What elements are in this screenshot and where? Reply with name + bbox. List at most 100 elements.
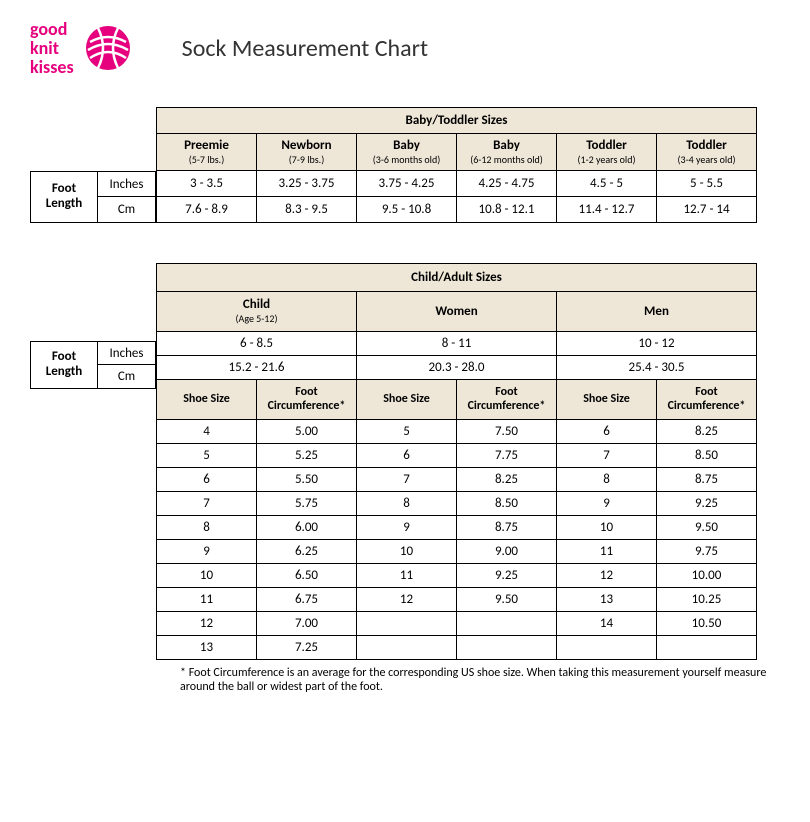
cell [457,635,557,659]
cell: 9.75 [657,539,757,563]
cell [357,635,457,659]
baby-col-header: Newborn(7-9 lbs.) [257,133,357,170]
cell: 5.50 [257,467,357,491]
cell: 15.2 - 21.6 [157,355,357,379]
cell: 20.3 - 28.0 [357,355,557,379]
cell: 9 [357,515,457,539]
cell: 10 [557,515,657,539]
cell: 4.25 - 4.75 [457,170,557,196]
baby-col-header: Baby(3-6 months old) [357,133,457,170]
cell: 7.6 - 8.9 [157,196,257,222]
cell: 12 [157,611,257,635]
page-title: Sock Measurement Chart [182,34,428,63]
cell: 6 [157,467,257,491]
baby-group-title: Baby/Toddler Sizes [157,107,757,133]
cell: 10.8 - 12.1 [457,196,557,222]
cell: 9.25 [657,491,757,515]
baby-col-header: Toddler(1-2 years old) [557,133,657,170]
cell: 9.50 [657,515,757,539]
cell: 10 - 12 [557,331,757,355]
cell: 11.4 - 12.7 [557,196,657,222]
cell: 10.50 [657,611,757,635]
adult-col-header: Men [557,291,757,331]
cell: 5 [357,419,457,443]
cell: 10.00 [657,563,757,587]
cell: 8.50 [457,491,557,515]
cell: 8.75 [457,515,557,539]
cell: 8 [357,491,457,515]
unit-cm: Cm [98,365,156,389]
footnote: * Foot Circumference is an average for t… [180,666,780,695]
cell: 5.25 [257,443,357,467]
cell: 13 [157,635,257,659]
cell: 6.00 [257,515,357,539]
cell [557,635,657,659]
header: good knit kisses Sock Measurement Chart [30,20,780,77]
cell: 5.75 [257,491,357,515]
adult-col-header: Women [357,291,557,331]
cell: 3.75 - 4.25 [357,170,457,196]
unit-cm: Cm [98,197,156,223]
cell: 12 [357,587,457,611]
sub-header: Foot Circumference* [257,379,357,419]
cell: 9.50 [457,587,557,611]
cell: 8.50 [657,443,757,467]
cell: 7.00 [257,611,357,635]
cell: 8.3 - 9.5 [257,196,357,222]
cell: 6.75 [257,587,357,611]
cell: 3.25 - 3.75 [257,170,357,196]
cell: 8 - 11 [357,331,557,355]
cell: 25.4 - 30.5 [557,355,757,379]
cell: 7.75 [457,443,557,467]
baby-side-label: Foot Length Inches Cm [30,171,156,223]
cell [657,635,757,659]
cell: 12.7 - 14 [657,196,757,222]
cell [357,611,457,635]
sub-header: Shoe Size [157,379,257,419]
sub-header: Foot Circumference* [657,379,757,419]
cell: 10 [357,539,457,563]
cell: 7.25 [257,635,357,659]
adult-table: Child/Adult Sizes Child(Age 5-12)WomenMe… [156,263,757,660]
cell: 12 [557,563,657,587]
adult-table-wrap: Foot Length Inches Cm Child/Adult Sizes … [30,263,780,660]
adult-col-header: Child(Age 5-12) [157,291,357,331]
yarn-ball-icon [84,24,132,72]
adult-group-title: Child/Adult Sizes [157,263,757,291]
baby-col-header: Preemie(5-7 lbs.) [157,133,257,170]
foot-length-label: Foot Length [30,171,98,223]
cell [457,611,557,635]
cell: 7 [157,491,257,515]
baby-col-header: Toddler(3-4 years old) [657,133,757,170]
foot-length-label: Foot Length [30,341,98,389]
cell: 5.00 [257,419,357,443]
cell: 11 [157,587,257,611]
cell: 8.75 [657,467,757,491]
unit-inches: Inches [98,171,156,197]
cell: 6.25 [257,539,357,563]
cell: 7.50 [457,419,557,443]
cell: 11 [557,539,657,563]
cell: 4.5 - 5 [557,170,657,196]
baby-table: Baby/Toddler Sizes Preemie(5-7 lbs.)Newb… [156,107,757,223]
cell: 6 [357,443,457,467]
cell: 8 [557,467,657,491]
cell: 7 [357,467,457,491]
baby-table-wrap: Foot Length Inches Cm Baby/Toddler Sizes… [30,107,780,223]
cell: 9 [557,491,657,515]
cell: 4 [157,419,257,443]
cell: 5 [157,443,257,467]
brand-text: good knit kisses [30,20,74,77]
adult-side-label: Foot Length Inches Cm [30,341,156,389]
cell: 11 [357,563,457,587]
baby-col-header: Baby(6-12 months old) [457,133,557,170]
brand-line: kisses [30,58,74,77]
cell: 8 [157,515,257,539]
cell: 14 [557,611,657,635]
unit-inches: Inches [98,341,156,365]
cell: 7 [557,443,657,467]
cell: 5 - 5.5 [657,170,757,196]
cell: 10 [157,563,257,587]
cell: 8.25 [457,467,557,491]
cell: 9.00 [457,539,557,563]
